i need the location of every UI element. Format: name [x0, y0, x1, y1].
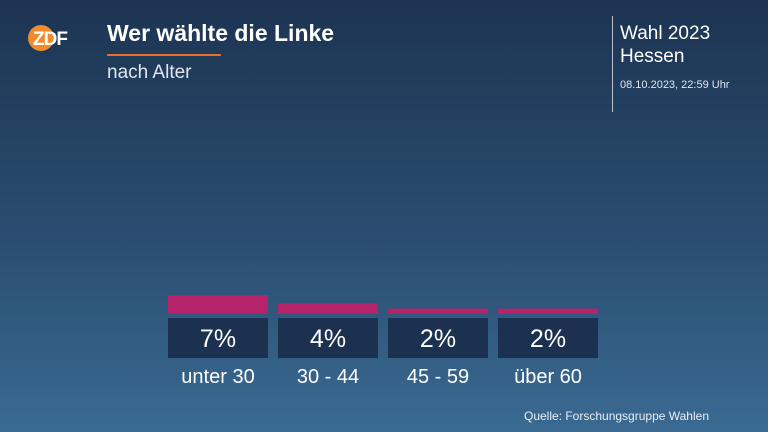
- bar-2: [388, 308, 488, 314]
- zdf-logo-text: ZDF: [33, 29, 67, 50]
- value-label-box-1: [278, 318, 378, 358]
- election-region: Hessen: [620, 46, 685, 67]
- value-label-2: 2%: [420, 325, 456, 353]
- value-label-box-2: [388, 318, 488, 358]
- title-underline: [107, 54, 221, 56]
- chart-subtitle: nach Alter: [107, 62, 192, 83]
- election-name: Wahl 2023: [620, 23, 711, 44]
- zdf-logo: ZDF: [28, 25, 68, 51]
- category-label-2: 45 - 59: [407, 366, 469, 388]
- election-info: Wahl 2023 Hessen: [620, 22, 710, 68]
- election-timestamp: 08.10.2023, 22:59 Uhr: [620, 79, 730, 91]
- bar-3: [498, 308, 598, 314]
- category-label-1: 30 - 44: [297, 366, 359, 388]
- value-label-box-0: [168, 318, 268, 358]
- header-divider: [612, 16, 613, 112]
- zdf-logo-circle: [28, 25, 54, 51]
- value-label-0: 7%: [200, 325, 236, 353]
- category-label-0: unter 30: [181, 366, 254, 388]
- value-label-3: 2%: [530, 325, 566, 353]
- bar-1: [278, 303, 378, 314]
- bar-0: [168, 295, 268, 314]
- chart-title: Wer wählte die Linke: [107, 20, 335, 46]
- source-note: Quelle: Forschungsgruppe Wahlen: [524, 409, 709, 423]
- value-label-1: 4%: [310, 325, 346, 353]
- value-label-box-3: [498, 318, 598, 358]
- category-label-3: über 60: [514, 366, 582, 388]
